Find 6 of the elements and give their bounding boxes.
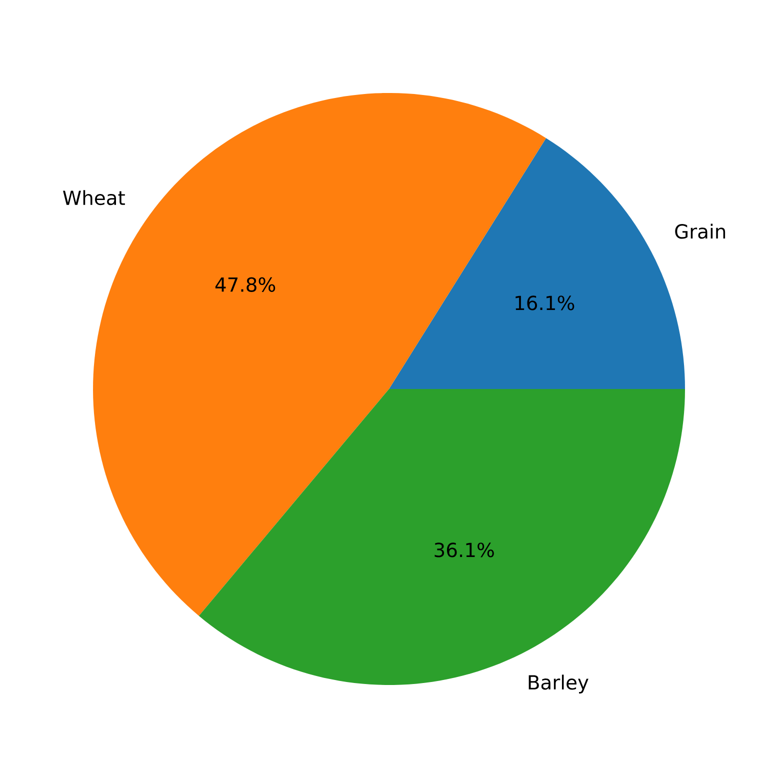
slice-label: Wheat: [63, 190, 125, 206]
data-label: 16.1%: [516, 296, 574, 310]
slice-label: Barley: [528, 674, 588, 694]
data-label: 47.8%: [215, 277, 276, 292]
data-label: 36.1%: [434, 542, 494, 558]
slice-label: Grain: [675, 224, 726, 239]
